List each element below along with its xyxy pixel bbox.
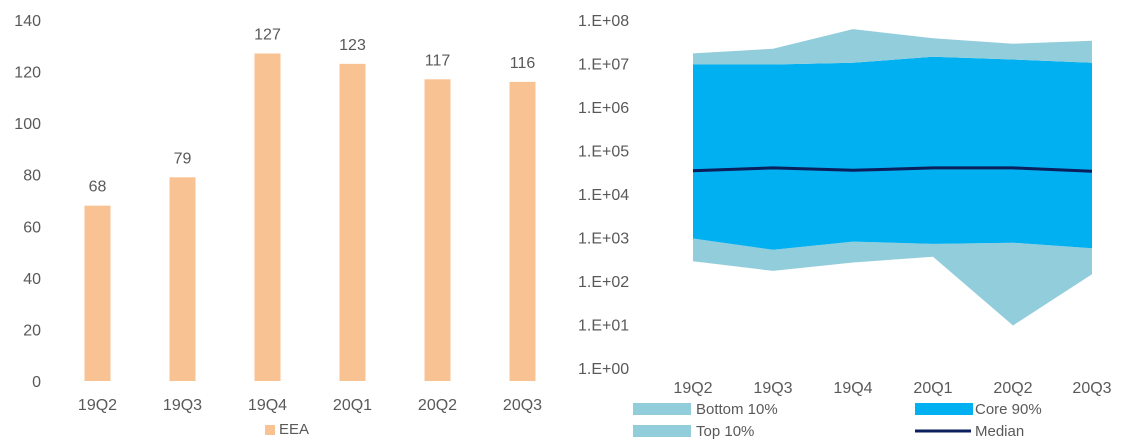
- x-tick-label: 19Q3: [753, 380, 792, 397]
- y-tick-label: 120: [14, 65, 41, 82]
- x-tick-label: 20Q3: [503, 397, 542, 414]
- bar: [424, 79, 451, 382]
- legend-label: EEA: [279, 421, 309, 438]
- data-label: 127: [254, 27, 281, 44]
- y-tick-label: 1.E+00: [578, 361, 629, 378]
- legend-label: Core 90%: [975, 401, 1042, 418]
- y-tick-label: 1.E+02: [578, 274, 629, 291]
- y-tick-label: 100: [14, 116, 41, 133]
- y-tick-label: 1.E+03: [578, 231, 629, 248]
- y-tick-label: 1.E+05: [578, 144, 629, 161]
- area-chart: 1.E+00 1.E+01 1.E+02 1.E+03 1.E+04 1.E+05 1.E+…: [578, 13, 1112, 440]
- y-tick-label: 1.E+07: [578, 57, 629, 74]
- legend-label: Bottom 10%: [696, 401, 778, 418]
- bar: [169, 177, 196, 381]
- data-label: 79: [174, 150, 192, 167]
- legend-label: Median: [975, 423, 1024, 440]
- data-label: 68: [89, 179, 107, 196]
- x-tick-label: 20Q2: [418, 397, 457, 414]
- x-tick-label: 19Q3: [163, 397, 202, 414]
- x-tick-label: 19Q4: [248, 397, 287, 414]
- bar: [339, 63, 366, 381]
- x-tick-label: 19Q2: [78, 397, 117, 414]
- data-label: 116: [510, 55, 536, 72]
- x-tick-label: 20Q1: [333, 397, 372, 414]
- y-tick-label: 1.E+01: [578, 318, 629, 335]
- x-tick-label: 19Q4: [833, 380, 872, 397]
- bar: [84, 205, 111, 381]
- y-tick-label: 140: [14, 13, 41, 30]
- x-tick-label: 20Q3: [1072, 380, 1111, 397]
- band-area: [693, 238, 1092, 326]
- y-tick-label: 0: [32, 374, 41, 391]
- y-tick-label: 1.E+06: [578, 100, 629, 117]
- y-tick-label: 20: [23, 322, 41, 339]
- median-line: [692, 166, 1093, 173]
- data-label: 117: [425, 52, 451, 69]
- data-label: 123: [339, 37, 366, 54]
- x-tick-label: 20Q2: [993, 380, 1032, 397]
- y-tick-label: 40: [23, 271, 41, 288]
- band-area: [693, 56, 1092, 250]
- bar: [509, 81, 536, 381]
- x-tick-label: 19Q2: [673, 380, 712, 397]
- y-tick-label: 60: [23, 219, 41, 236]
- bar-chart: 0 20 40 60 80 100 120 140 68 19Q2 79 19Q3 127 19Q4 123…: [14, 13, 542, 438]
- y-tick-label: 1.E+04: [578, 187, 629, 204]
- legend-swatch: [633, 403, 691, 415]
- x-tick-label: 20Q1: [913, 380, 952, 397]
- legend-swatch: [265, 425, 275, 435]
- legend-label: Top 10%: [696, 423, 754, 440]
- y-tick-label: 80: [23, 168, 41, 185]
- band-area: [693, 29, 1092, 65]
- legend-swatch: [633, 425, 691, 437]
- bar: [254, 53, 281, 382]
- y-tick-label: 1.E+08: [578, 13, 629, 30]
- legend-swatch: [915, 403, 973, 415]
